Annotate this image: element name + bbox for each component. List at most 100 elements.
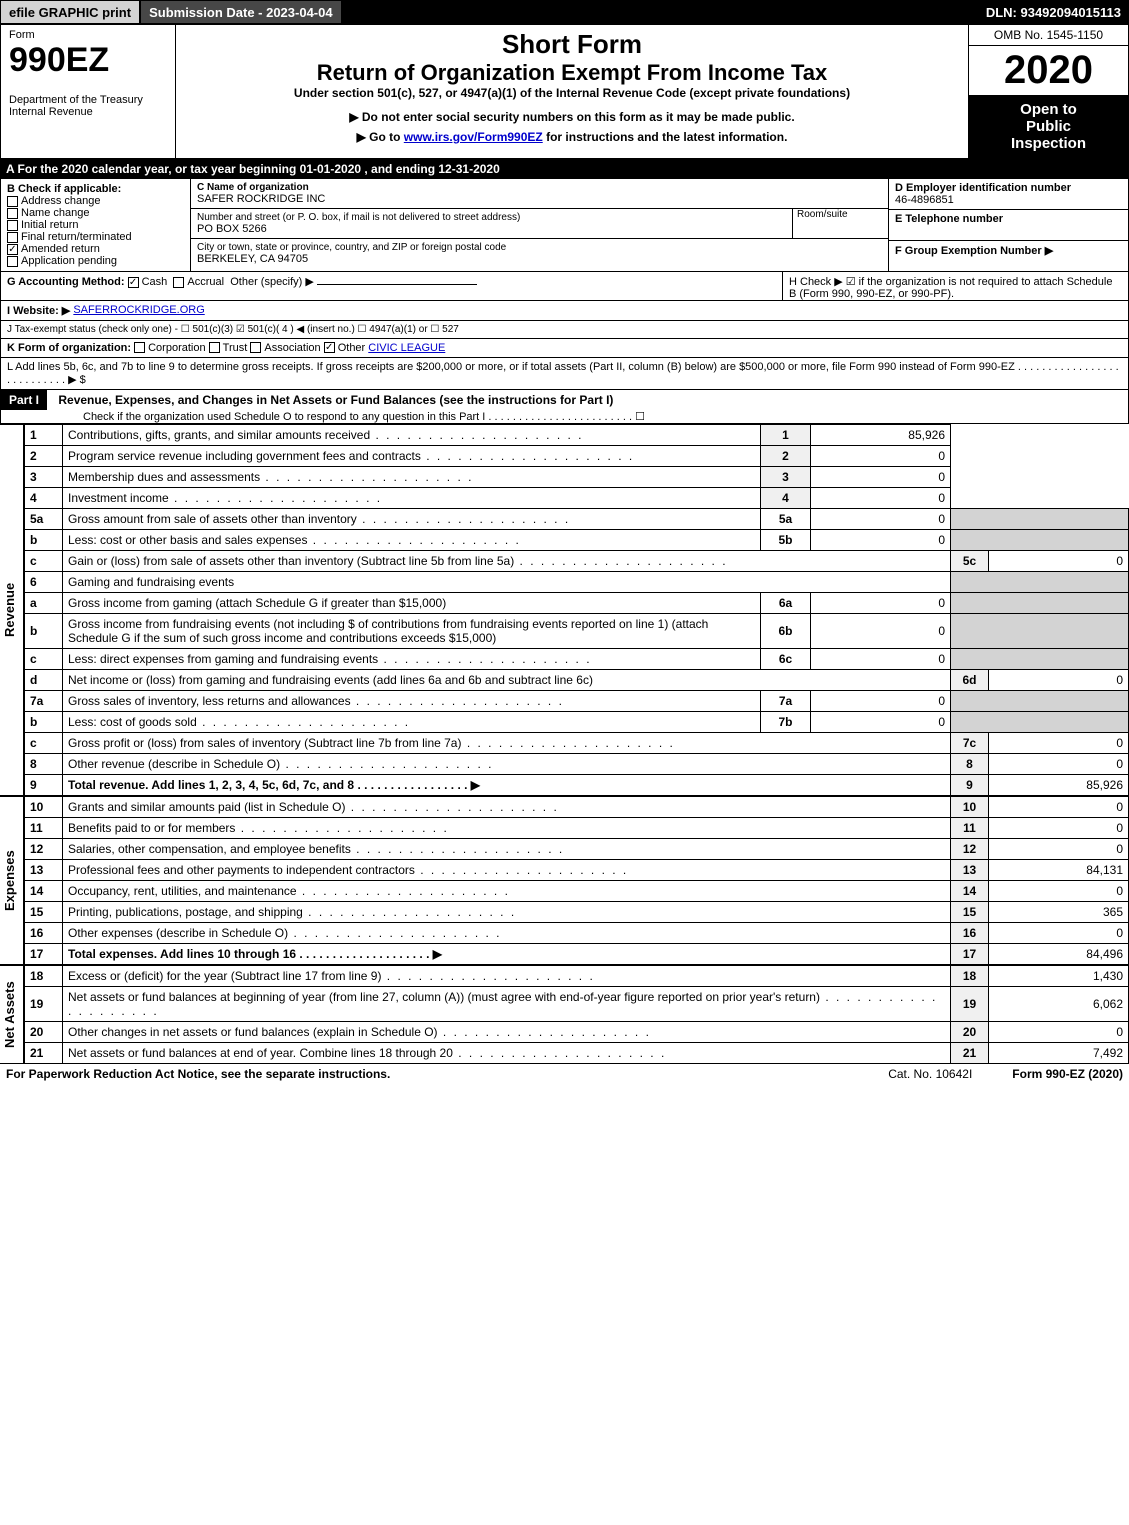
warn2-pre: ▶ Go to	[357, 130, 404, 144]
box-c: C Name of organization SAFER ROCKRIDGE I…	[191, 179, 888, 271]
tax-year: 2020	[969, 46, 1128, 95]
form-number: 990EZ	[9, 41, 167, 80]
line-7b: bLess: cost of goods sold7b0	[25, 712, 1129, 733]
line-16: 16Other expenses (describe in Schedule O…	[25, 923, 1129, 944]
irs-link[interactable]: www.irs.gov/Form990EZ	[404, 130, 543, 144]
revenue-side-label: Revenue	[0, 424, 24, 796]
line-5c: cGain or (loss) from sale of assets othe…	[25, 551, 1129, 572]
line-10: 10Grants and similar amounts paid (list …	[25, 797, 1129, 818]
line-6: 6Gaming and fundraising events	[25, 572, 1129, 593]
chk-amended-return[interactable]: ✓Amended return	[7, 243, 184, 255]
phone-label: E Telephone number	[895, 213, 1122, 225]
revenue-table: 1Contributions, gifts, grants, and simil…	[24, 424, 1129, 796]
chk-other[interactable]: ✓	[324, 342, 335, 353]
row-a-tax-year: A For the 2020 calendar year, or tax yea…	[0, 159, 1129, 179]
top-bar: efile GRAPHIC print Submission Date - 20…	[0, 0, 1129, 24]
footer-mid: Cat. No. 10642I	[848, 1067, 1012, 1081]
part1-label: Part I	[1, 390, 47, 410]
org-city: BERKELEY, CA 94705	[197, 253, 882, 265]
row-j: J Tax-exempt status (check only one) - ☐…	[1, 321, 1128, 339]
box-b-title: B Check if applicable:	[7, 183, 184, 195]
line-7c: cGross profit or (loss) from sales of in…	[25, 733, 1129, 754]
topbar-spacer	[342, 0, 978, 24]
chk-corp[interactable]	[134, 342, 145, 353]
box-def: D Employer identification number 46-4896…	[888, 179, 1128, 271]
form-label: Form	[9, 29, 167, 41]
info-grid: B Check if applicable: Address change Na…	[0, 179, 1129, 272]
line-6b: bGross income from fundraising events (n…	[25, 614, 1129, 649]
row-i: I Website: ▶ SAFERROCKRIDGE.ORG	[1, 301, 1128, 321]
line-15: 15Printing, publications, postage, and s…	[25, 902, 1129, 923]
other-method-input[interactable]	[317, 284, 477, 285]
city-label: City or town, state or province, country…	[197, 242, 882, 253]
expenses-table: 10Grants and similar amounts paid (list …	[24, 796, 1129, 965]
part1-title: Revenue, Expenses, and Changes in Net As…	[50, 393, 613, 407]
line-6c: cLess: direct expenses from gaming and f…	[25, 649, 1129, 670]
website-link[interactable]: SAFERROCKRIDGE.ORG	[73, 304, 204, 317]
expenses-side-label: Expenses	[0, 796, 24, 965]
dept-label: Department of the Treasury	[9, 94, 167, 106]
line-14: 14Occupancy, rent, utilities, and mainte…	[25, 881, 1129, 902]
org-name-label: C Name of organization	[197, 182, 882, 193]
other-org-value[interactable]: CIVIC LEAGUE	[368, 342, 445, 354]
header-right: OMB No. 1545-1150 2020 Open to Public In…	[968, 25, 1128, 158]
warn2: ▶ Go to www.irs.gov/Form990EZ for instru…	[184, 130, 960, 144]
org-name-cell: C Name of organization SAFER ROCKRIDGE I…	[191, 179, 888, 209]
line-5b: bLess: cost or other basis and sales exp…	[25, 530, 1129, 551]
line-8: 8Other revenue (describe in Schedule O)8…	[25, 754, 1129, 775]
ein-cell: D Employer identification number 46-4896…	[889, 179, 1128, 210]
short-form-title: Short Form	[184, 29, 960, 60]
efile-print-label[interactable]: efile GRAPHIC print	[0, 0, 140, 24]
page-footer: For Paperwork Reduction Act Notice, see …	[0, 1064, 1129, 1084]
line-1: 1Contributions, gifts, grants, and simil…	[25, 425, 1129, 446]
line-17: 17Total expenses. Add lines 10 through 1…	[25, 944, 1129, 965]
chk-cash[interactable]: ✓	[128, 277, 139, 288]
revenue-section: Revenue 1Contributions, gifts, grants, a…	[0, 424, 1129, 796]
line-2: 2Program service revenue including gover…	[25, 446, 1129, 467]
line-6d: dNet income or (loss) from gaming and fu…	[25, 670, 1129, 691]
i-label: I Website: ▶	[7, 304, 70, 317]
chk-application-pending[interactable]: Application pending	[7, 255, 184, 267]
chk-final-return[interactable]: Final return/terminated	[7, 231, 184, 243]
line-19: 19Net assets or fund balances at beginni…	[25, 987, 1129, 1022]
misc-rows: G Accounting Method: ✓Cash Accrual Other…	[0, 272, 1129, 390]
form-header: Form 990EZ Department of the Treasury In…	[0, 24, 1129, 159]
chk-initial-return[interactable]: Initial return	[7, 219, 184, 231]
header-center: Short Form Return of Organization Exempt…	[176, 25, 968, 158]
line-4: 4Investment income40	[25, 488, 1129, 509]
chk-name-change[interactable]: Name change	[7, 207, 184, 219]
omb-label: OMB No. 1545-1150	[969, 25, 1128, 46]
line-5a: 5aGross amount from sale of assets other…	[25, 509, 1129, 530]
chk-address-change[interactable]: Address change	[7, 195, 184, 207]
org-street: PO BOX 5266	[197, 223, 792, 235]
row-l: L Add lines 5b, 6c, and 7b to line 9 to …	[1, 358, 1128, 389]
group-cell: F Group Exemption Number ▶	[889, 241, 1128, 271]
part1-check: Check if the organization used Schedule …	[1, 410, 1128, 423]
submission-date-label: Submission Date - 2023-04-04	[140, 0, 342, 24]
line-21: 21Net assets or fund balances at end of …	[25, 1043, 1129, 1064]
warn1: ▶ Do not enter social security numbers o…	[184, 110, 960, 124]
line-11: 11Benefits paid to or for members110	[25, 818, 1129, 839]
line-3: 3Membership dues and assessments30	[25, 467, 1129, 488]
inspection-l1: Open to	[973, 101, 1124, 118]
line-13: 13Professional fees and other payments t…	[25, 860, 1129, 881]
chk-accrual[interactable]	[173, 277, 184, 288]
subtitle: Under section 501(c), 527, or 4947(a)(1)…	[184, 86, 960, 100]
row-g: G Accounting Method: ✓Cash Accrual Other…	[7, 275, 782, 297]
ein-label: D Employer identification number	[895, 182, 1122, 194]
irs-label: Internal Revenue	[9, 106, 167, 118]
chk-assoc[interactable]	[250, 342, 261, 353]
street-label: Number and street (or P. O. box, if mail…	[197, 212, 792, 223]
row-g-h: G Accounting Method: ✓Cash Accrual Other…	[1, 272, 1128, 301]
row-h: H Check ▶ ☑ if the organization is not r…	[782, 272, 1122, 300]
box-b: B Check if applicable: Address change Na…	[1, 179, 191, 271]
expenses-section: Expenses 10Grants and similar amounts pa…	[0, 796, 1129, 965]
g-label: G Accounting Method:	[7, 276, 125, 288]
footer-right: Form 990-EZ (2020)	[1012, 1067, 1123, 1081]
org-city-cell: City or town, state or province, country…	[191, 239, 888, 268]
return-title: Return of Organization Exempt From Incom…	[184, 60, 960, 86]
line-7a: 7aGross sales of inventory, less returns…	[25, 691, 1129, 712]
room-label: Room/suite	[797, 209, 882, 220]
dln-label: DLN: 93492094015113	[978, 0, 1129, 24]
chk-trust[interactable]	[209, 342, 220, 353]
